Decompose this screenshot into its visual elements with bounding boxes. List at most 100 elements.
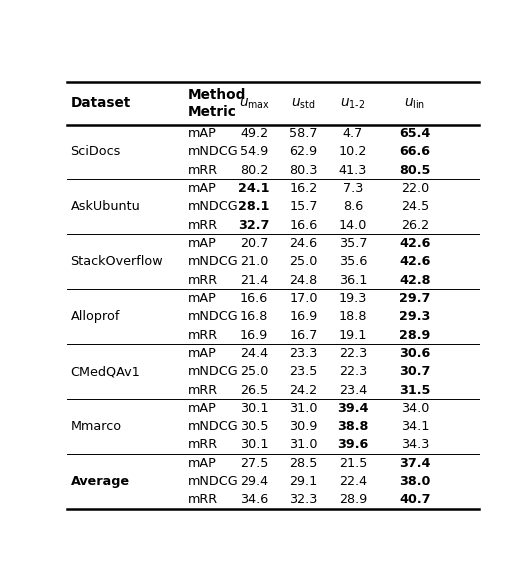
Text: 24.5: 24.5	[401, 200, 429, 214]
Text: mRR: mRR	[188, 164, 218, 177]
Text: 26.5: 26.5	[240, 384, 268, 396]
Text: $u_{\rm 1\text{-}2}$: $u_{\rm 1\text{-}2}$	[340, 96, 365, 111]
Text: mRR: mRR	[188, 384, 218, 396]
Text: 16.7: 16.7	[289, 329, 318, 342]
Text: 29.4: 29.4	[240, 475, 268, 488]
Text: 29.3: 29.3	[399, 310, 430, 323]
Text: 34.1: 34.1	[401, 420, 429, 433]
Text: mRR: mRR	[188, 438, 218, 452]
Text: 42.6: 42.6	[399, 237, 430, 250]
Text: AskUbuntu: AskUbuntu	[71, 200, 140, 214]
Text: mAP: mAP	[188, 182, 217, 195]
Text: $u_{\rm lin}$: $u_{\rm lin}$	[404, 96, 426, 111]
Text: 38.8: 38.8	[337, 420, 369, 433]
Text: 19.3: 19.3	[339, 292, 367, 305]
Text: 30.7: 30.7	[399, 365, 430, 378]
Text: 23.3: 23.3	[289, 347, 318, 360]
Text: 25.0: 25.0	[240, 365, 268, 378]
Text: CMedQAv1: CMedQAv1	[71, 365, 140, 378]
Text: Method
Metric: Method Metric	[188, 88, 246, 119]
Text: 30.6: 30.6	[400, 347, 430, 360]
Text: mAP: mAP	[188, 457, 217, 470]
Text: 80.5: 80.5	[399, 164, 430, 177]
Text: 22.3: 22.3	[339, 347, 367, 360]
Text: 29.1: 29.1	[289, 475, 318, 488]
Text: 42.8: 42.8	[399, 274, 430, 287]
Text: 7.3: 7.3	[343, 182, 363, 195]
Text: mAP: mAP	[188, 292, 217, 305]
Text: mAP: mAP	[188, 127, 217, 140]
Text: mNDCG: mNDCG	[188, 420, 239, 433]
Text: 16.8: 16.8	[240, 310, 268, 323]
Text: Dataset: Dataset	[71, 97, 131, 111]
Text: 25.0: 25.0	[289, 255, 318, 268]
Text: 16.2: 16.2	[289, 182, 318, 195]
Text: Alloprof: Alloprof	[71, 310, 120, 323]
Text: mRR: mRR	[188, 329, 218, 342]
Text: 22.4: 22.4	[339, 475, 367, 488]
Text: 34.6: 34.6	[240, 494, 268, 506]
Text: mAP: mAP	[188, 402, 217, 415]
Text: 42.6: 42.6	[399, 255, 430, 268]
Text: 39.4: 39.4	[337, 402, 369, 415]
Text: 21.4: 21.4	[240, 274, 268, 287]
Text: 65.4: 65.4	[399, 127, 430, 140]
Text: 80.3: 80.3	[289, 164, 318, 177]
Text: $u_{\rm std}$: $u_{\rm std}$	[292, 96, 316, 111]
Text: 16.9: 16.9	[289, 310, 318, 323]
Text: 37.4: 37.4	[399, 457, 430, 470]
Text: 30.1: 30.1	[240, 402, 268, 415]
Text: 14.0: 14.0	[339, 219, 367, 232]
Text: 31.0: 31.0	[289, 402, 318, 415]
Text: mRR: mRR	[188, 219, 218, 232]
Text: 54.9: 54.9	[240, 146, 268, 158]
Text: 49.2: 49.2	[240, 127, 268, 140]
Text: 31.0: 31.0	[289, 438, 318, 452]
Text: 4.7: 4.7	[343, 127, 363, 140]
Text: 20.7: 20.7	[240, 237, 268, 250]
Text: mNDCG: mNDCG	[188, 365, 239, 378]
Text: 26.2: 26.2	[401, 219, 429, 232]
Text: mNDCG: mNDCG	[188, 146, 239, 158]
Text: 27.5: 27.5	[240, 457, 268, 470]
Text: 32.3: 32.3	[289, 494, 318, 506]
Text: 28.5: 28.5	[289, 457, 318, 470]
Text: 16.6: 16.6	[240, 292, 268, 305]
Text: 35.6: 35.6	[339, 255, 367, 268]
Text: 30.1: 30.1	[240, 438, 268, 452]
Text: 34.3: 34.3	[401, 438, 429, 452]
Text: mNDCG: mNDCG	[188, 310, 239, 323]
Text: 21.5: 21.5	[339, 457, 367, 470]
Text: 23.4: 23.4	[339, 384, 367, 396]
Text: 41.3: 41.3	[339, 164, 367, 177]
Text: 24.2: 24.2	[289, 384, 318, 396]
Text: 30.5: 30.5	[240, 420, 268, 433]
Text: SciDocs: SciDocs	[71, 146, 121, 158]
Text: 58.7: 58.7	[289, 127, 318, 140]
Text: 24.1: 24.1	[238, 182, 270, 195]
Text: 15.7: 15.7	[289, 200, 318, 214]
Text: 34.0: 34.0	[401, 402, 429, 415]
Text: mNDCG: mNDCG	[188, 255, 239, 268]
Text: 32.7: 32.7	[238, 219, 270, 232]
Text: $u_{\rm max}$: $u_{\rm max}$	[238, 96, 270, 111]
Text: 28.1: 28.1	[238, 200, 270, 214]
Text: Mmarco: Mmarco	[71, 420, 122, 433]
Text: 30.9: 30.9	[289, 420, 318, 433]
Text: 28.9: 28.9	[399, 329, 430, 342]
Text: mRR: mRR	[188, 494, 218, 506]
Text: 8.6: 8.6	[343, 200, 363, 214]
Text: 24.4: 24.4	[240, 347, 268, 360]
Text: 38.0: 38.0	[399, 475, 430, 488]
Text: 39.6: 39.6	[337, 438, 369, 452]
Text: 22.3: 22.3	[339, 365, 367, 378]
Text: 31.5: 31.5	[399, 384, 430, 396]
Text: 36.1: 36.1	[339, 274, 367, 287]
Text: mNDCG: mNDCG	[188, 200, 239, 214]
Text: mAP: mAP	[188, 347, 217, 360]
Text: 24.8: 24.8	[289, 274, 318, 287]
Text: StackOverflow: StackOverflow	[71, 255, 163, 268]
Text: 22.0: 22.0	[401, 182, 429, 195]
Text: 16.9: 16.9	[240, 329, 268, 342]
Text: mAP: mAP	[188, 237, 217, 250]
